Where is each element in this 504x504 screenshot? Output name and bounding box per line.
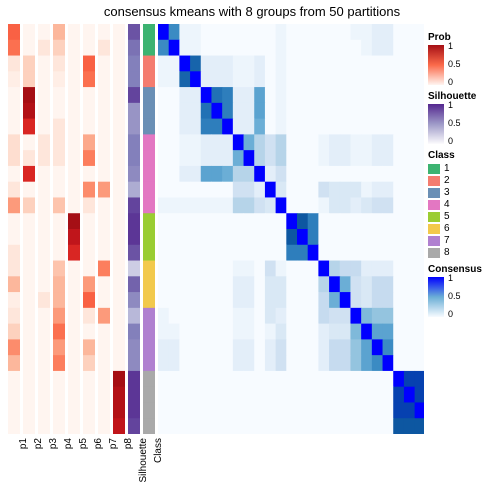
- track-p4: [53, 24, 65, 434]
- track-p3: [38, 24, 50, 434]
- chart-title: consensus kmeans with 8 groups from 50 p…: [0, 4, 504, 19]
- xlabel-Silhouette: Silhouette: [138, 438, 149, 488]
- track-consensus: [158, 24, 424, 434]
- xlabel-p2: p2: [33, 438, 44, 488]
- xlabel-p8: p8: [123, 438, 134, 488]
- track-p1: [8, 24, 20, 434]
- xlabel-p5: p5: [78, 438, 89, 488]
- track-p7: [98, 24, 110, 434]
- track-p6: [83, 24, 95, 434]
- heatmap-plot: [8, 24, 424, 434]
- track-p5: [68, 24, 80, 434]
- legends: Prob10.50 Silhouette10.50 Class12345678 Con…: [428, 26, 496, 317]
- xlabel-p4: p4: [63, 438, 74, 488]
- track-p8: [113, 24, 125, 434]
- xlabel-p7: p7: [108, 438, 119, 488]
- xlabel-p6: p6: [93, 438, 104, 488]
- legend-consensus: Consensus10.50: [428, 264, 496, 317]
- track-Silhouette: [128, 24, 140, 434]
- xlabel-Class: Class: [153, 438, 164, 488]
- xlabel-p3: p3: [48, 438, 59, 488]
- track-p2: [23, 24, 35, 434]
- track-Class: [143, 24, 155, 434]
- xlabel-p1: p1: [18, 438, 29, 488]
- legend-class: Class12345678: [428, 150, 496, 258]
- legend-prob: Prob10.50: [428, 32, 496, 85]
- legend-silhouette: Silhouette10.50: [428, 91, 496, 144]
